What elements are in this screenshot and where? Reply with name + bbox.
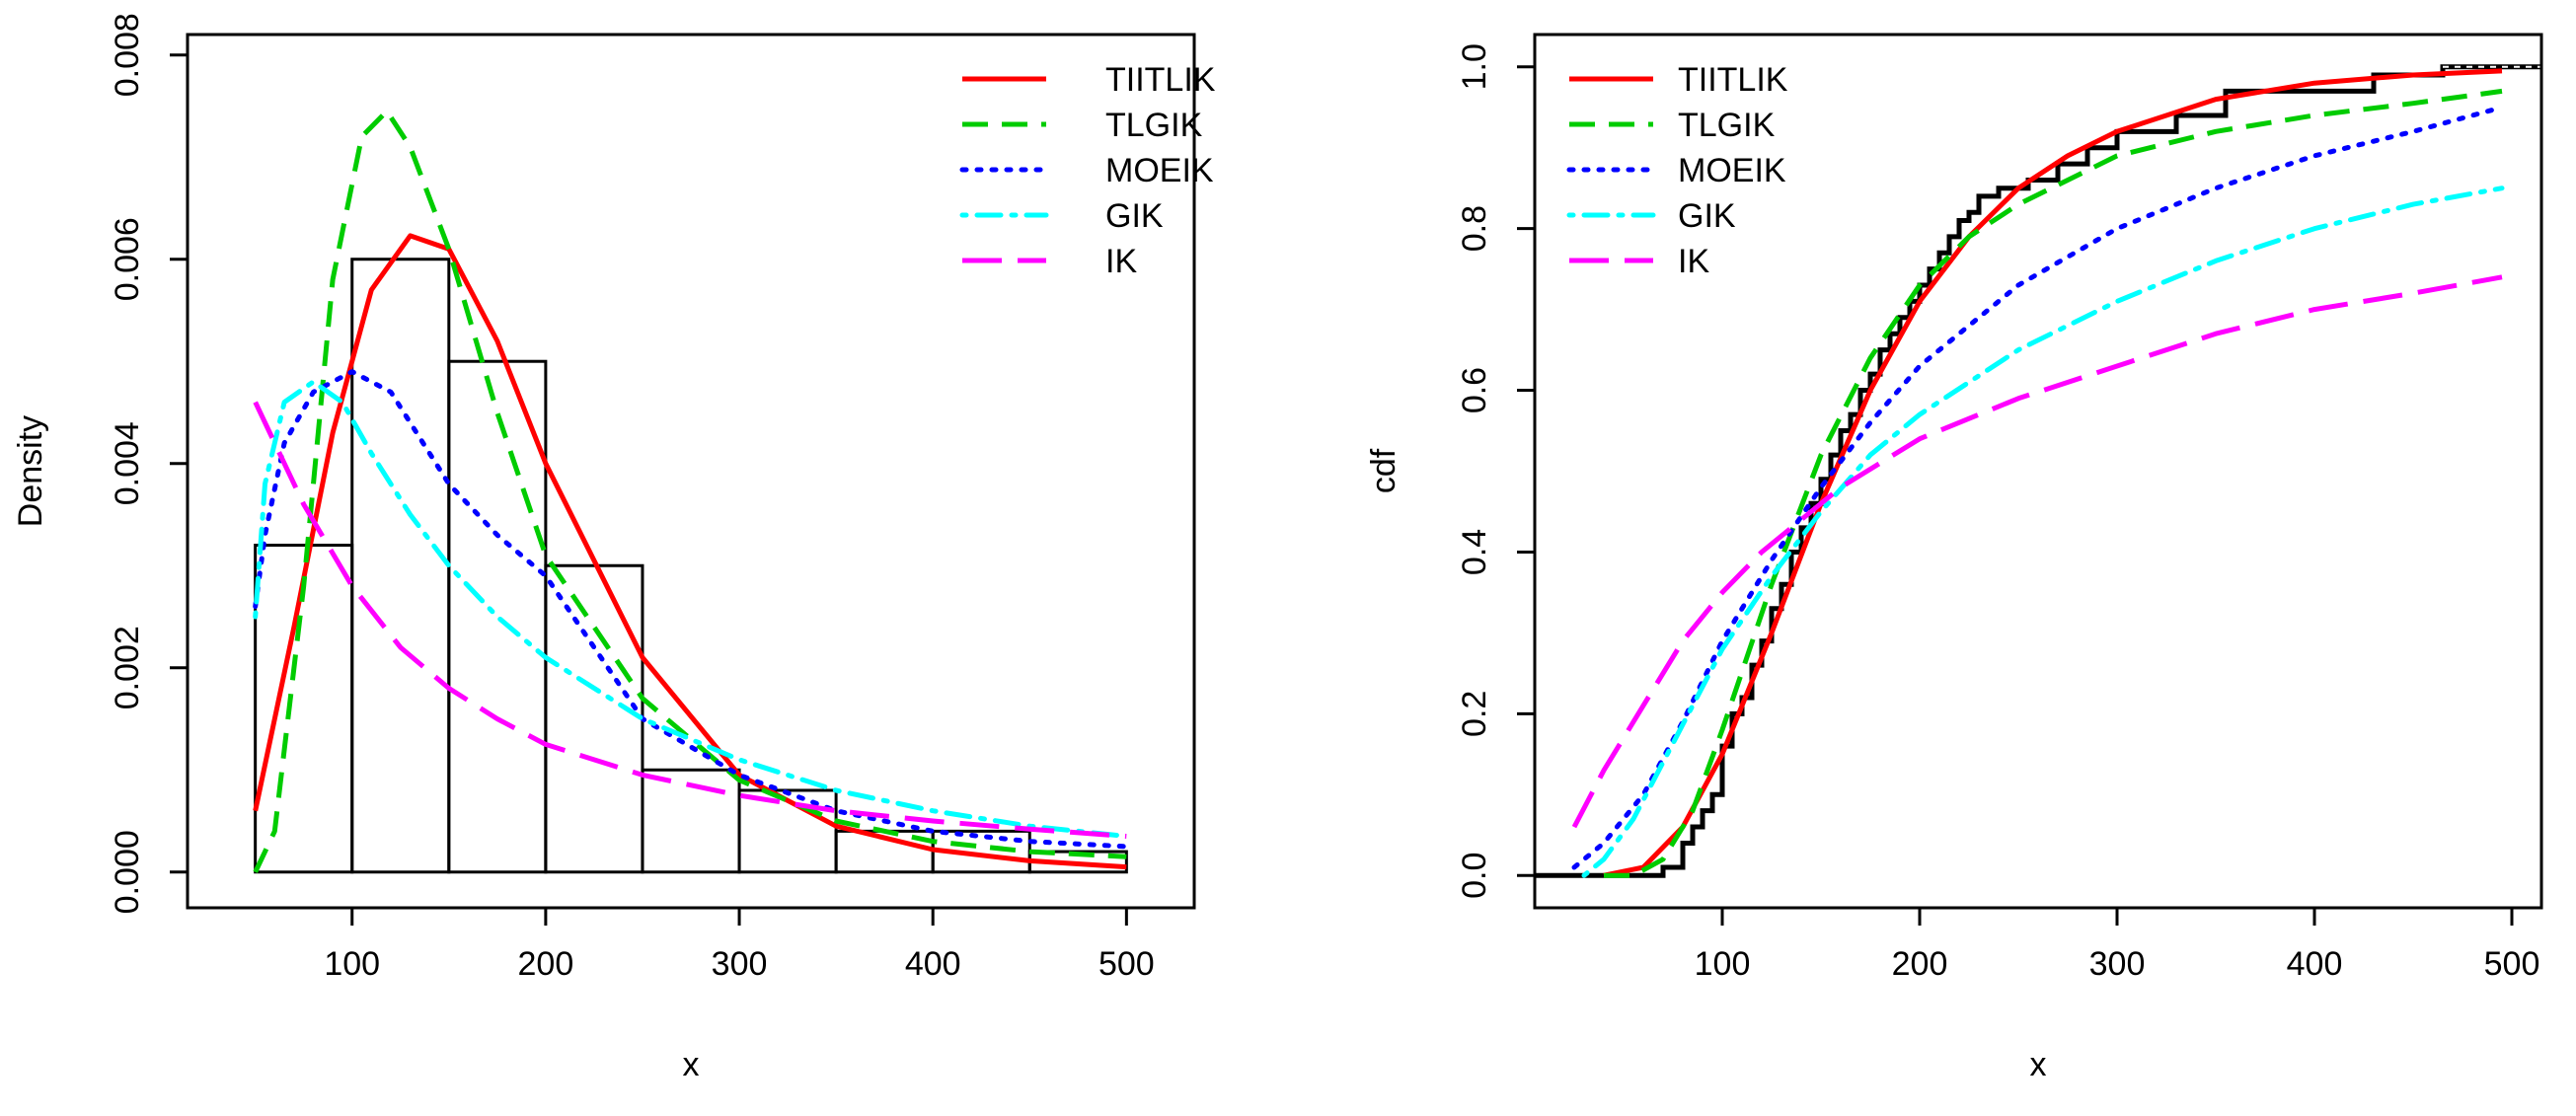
y-tick-label: 0.2 bbox=[1456, 691, 1493, 737]
cdf-legend: TIITLIK TLGIK MOEIK GIK IK bbox=[1566, 61, 1788, 280]
y-tick-label: 0.002 bbox=[109, 626, 146, 709]
legend-label-gik: GIK bbox=[1678, 197, 1736, 235]
y-tick-label: 0.0 bbox=[1456, 853, 1493, 899]
x-tick-label: 300 bbox=[712, 945, 768, 983]
y-tick-label: 0.8 bbox=[1456, 205, 1493, 252]
cdf-panel: 100 200 300 400 500 0.0 0.2 0.4 0.6 0.8 1.0 x cdf TII… bbox=[1365, 33, 2543, 1083]
series-line-tiitlik bbox=[253, 233, 1127, 870]
density-legend: TIITLIK TLGIK MOEIK GIK IK bbox=[959, 61, 1216, 280]
series-line-tlgik bbox=[253, 109, 1127, 873]
series-line-gik bbox=[253, 379, 1129, 839]
x-tick-label: 100 bbox=[324, 945, 380, 983]
empirical-cdf-step bbox=[1535, 64, 2541, 878]
y-tick-label: 0.000 bbox=[109, 830, 146, 914]
x-tick-label: 500 bbox=[2484, 945, 2540, 983]
legend-label-tiitlik: TIITLIK bbox=[1105, 61, 1216, 99]
x-axis-title: x bbox=[2030, 1046, 2047, 1083]
x-axis-title: x bbox=[683, 1046, 700, 1083]
y-tick-label: 1.0 bbox=[1456, 43, 1493, 90]
histogram-bar bbox=[544, 563, 644, 874]
y-tick-label: 0.008 bbox=[109, 13, 146, 97]
legend-label-ik: IK bbox=[1105, 243, 1137, 280]
density-plot-area bbox=[253, 109, 1129, 874]
series-line-ik bbox=[1571, 274, 2503, 829]
legend-label-moeik: MOEIK bbox=[1678, 152, 1786, 189]
legend-label-tlgik: TLGIK bbox=[1105, 107, 1203, 144]
y-tick-label: 0.4 bbox=[1456, 529, 1493, 575]
legend-label-ik: IK bbox=[1678, 243, 1709, 280]
y-axis-title: cdf bbox=[1365, 448, 1402, 493]
legend-label-tiitlik: TIITLIK bbox=[1678, 61, 1788, 99]
x-tick-label: 300 bbox=[2089, 945, 2146, 983]
cdf-plot-area bbox=[1535, 64, 2541, 878]
x-tick-label: 400 bbox=[2287, 945, 2343, 983]
x-tick-label: 200 bbox=[1892, 945, 1948, 983]
x-tick-label: 100 bbox=[1695, 945, 1751, 983]
density-plot-frame bbox=[186, 33, 1196, 910]
density-panel: 100 200 300 400 500 0.000 0.002 0.004 0.006 0.008… bbox=[12, 13, 1216, 1083]
histogram-bar bbox=[350, 258, 451, 874]
series-line-ik bbox=[253, 401, 1127, 839]
y-tick-label: 0.006 bbox=[109, 217, 146, 301]
cdf-plot-frame bbox=[1533, 33, 2543, 910]
legend-label-moeik: MOEIK bbox=[1105, 152, 1214, 189]
series-line-moeik bbox=[253, 369, 1129, 850]
histogram-bar bbox=[447, 359, 548, 874]
x-tick-label: 500 bbox=[1099, 945, 1155, 983]
y-tick-label: 0.6 bbox=[1456, 367, 1493, 413]
x-tick-label: 400 bbox=[905, 945, 961, 983]
legend-label-tlgik: TLGIK bbox=[1678, 107, 1776, 144]
series-line-moeik bbox=[1571, 105, 2505, 870]
y-axis-title: Density bbox=[12, 415, 49, 527]
series-line-tlgik bbox=[1604, 88, 2503, 878]
y-tick-label: 0.004 bbox=[109, 421, 146, 505]
series-line-tiitlik bbox=[1603, 68, 2503, 878]
x-tick-label: 200 bbox=[518, 945, 574, 983]
legend-label-gik: GIK bbox=[1105, 197, 1164, 235]
